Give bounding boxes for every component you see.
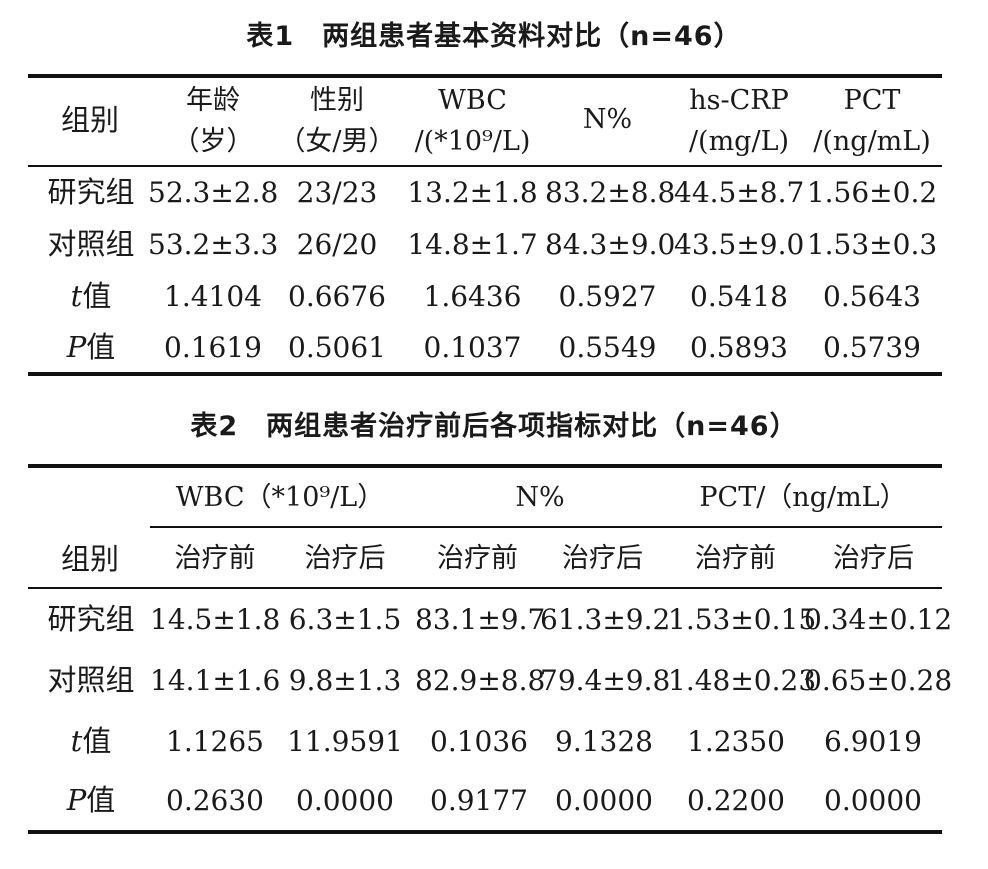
table2-header-after: 治疗后	[833, 543, 914, 574]
table2-cell: 0.2200	[687, 784, 785, 817]
table1-cell: 0.5418	[690, 280, 788, 313]
table1-cell: 83.2±8.8	[545, 176, 676, 209]
stat-suffix: 值	[86, 783, 116, 817]
table1-cell: 0.1037	[423, 331, 522, 364]
table1-cell: 0.5549	[558, 331, 657, 364]
table1-header-sex-line2: （女/男）	[278, 126, 396, 157]
table1-cell: 0.5061	[288, 331, 386, 364]
table1-cell: 0.6676	[288, 280, 386, 313]
table1-header-crp-line2: /(mg/L)	[688, 126, 790, 157]
table1-header-pct-line1: PCT	[843, 85, 901, 116]
table2-cell: 1.1265	[166, 725, 264, 758]
table1-row-label: 研究组	[47, 175, 135, 209]
table2-cell: 0.9177	[430, 784, 528, 817]
table2-header-before: 治疗前	[174, 543, 256, 574]
table2-cell: 9.8±1.3	[288, 664, 402, 697]
table1-row-label-p: P值	[36, 333, 146, 362]
table1-cell: 0.5643	[823, 280, 921, 313]
table2-cell: 14.5±1.8	[150, 603, 281, 636]
table2-header-before: 治疗前	[695, 543, 776, 574]
table1-cell: 84.3±9.0	[545, 228, 676, 261]
table2-header-group: 组别	[60, 542, 119, 576]
table2-cell: 1.2350	[687, 725, 785, 758]
table2-cell: 61.3±9.2	[540, 603, 671, 636]
table2-row-label: 研究组	[47, 602, 135, 636]
table1-cell: 13.2±1.8	[407, 176, 538, 209]
table1-header-crp-line1: hs-CRP	[689, 85, 789, 116]
table2-bottom-rule	[28, 830, 942, 834]
table1-top-rule	[28, 74, 942, 78]
table2-cell: 0.0000	[555, 784, 653, 817]
table1-cell: 0.5927	[558, 280, 657, 313]
table2-header-subrule	[150, 526, 942, 528]
table1-header-group: 组别	[60, 103, 119, 137]
table2-cell: 0.34±0.12	[804, 603, 953, 636]
table1-header-wbc-line1: WBC	[438, 85, 507, 116]
table1-cell: 43.5±9.0	[674, 228, 805, 261]
table2-cell: 0.65±0.28	[804, 664, 953, 697]
table1-cell: 0.5893	[690, 331, 788, 364]
stat-suffix: 值	[86, 330, 116, 364]
table1-cell: 1.6436	[423, 280, 522, 313]
table1-header-rule	[28, 165, 942, 167]
table2-cell: 6.3±1.5	[288, 603, 402, 636]
table1-cell: 52.3±2.8	[148, 176, 279, 209]
table2-title: 表2 两组患者治疗前后各项指标对比（n=46）	[190, 411, 798, 442]
table2-cell: 1.53±0.15	[668, 603, 817, 636]
table2-cell: 0.0000	[296, 784, 394, 817]
table2-row-label: 对照组	[47, 663, 135, 697]
table1-header-pct-line2: /(ng/mL)	[813, 126, 931, 157]
table2-cell: 0.0000	[824, 784, 922, 817]
table2-cell: 6.9019	[824, 725, 922, 758]
table1-header-sex-line1: 性别	[310, 85, 364, 116]
table2-row-label-p: P值	[36, 786, 146, 815]
table1-cell: 53.2±3.3	[148, 228, 279, 261]
table2-header-before: 治疗前	[437, 543, 518, 574]
table2-cell: 14.1±1.6	[150, 664, 281, 697]
stat-suffix: 值	[82, 724, 112, 758]
table1-header-age-line2: （岁）	[172, 126, 254, 157]
table2-cell: 0.1036	[430, 725, 528, 758]
table2-cell: 0.2630	[166, 784, 264, 817]
table1-cell: 1.53±0.3	[806, 228, 938, 261]
table2-cell: 79.4±9.8	[540, 664, 671, 697]
table2-cell: 1.48±0.23	[668, 664, 817, 697]
table2-header-rule	[28, 587, 942, 589]
stat-symbol: P	[66, 783, 87, 817]
table2-header-after: 治疗后	[562, 543, 643, 574]
stat-suffix: 值	[82, 279, 112, 313]
table1-row-label: 对照组	[47, 227, 135, 261]
table1-title: 表1 两组患者基本资料对比（n=46）	[246, 21, 742, 52]
table1-header-wbc-line2: /(*10⁹/L)	[414, 126, 531, 157]
table1-row-label-t: t值	[36, 282, 146, 311]
table1-cell: 14.8±1.7	[407, 228, 538, 261]
table2-cell: 11.9591	[287, 725, 403, 758]
table1-header-age-line1: 年龄	[186, 85, 240, 116]
table1-cell: 1.56±0.2	[806, 176, 938, 209]
table1-cell: 23/23	[296, 176, 378, 209]
table2-row-label-t: t值	[36, 727, 146, 756]
stat-symbol: t	[70, 279, 83, 313]
table2-header-after: 治疗后	[304, 543, 386, 574]
table1-bottom-rule	[28, 372, 942, 376]
table2-top-rule	[28, 464, 942, 468]
table1-header-n-percent: N%	[582, 104, 633, 135]
table2-header-wbc: WBC（*10⁹/L）	[175, 482, 385, 513]
table2-cell: 82.9±8.8	[415, 664, 546, 697]
stat-symbol: t	[70, 724, 83, 758]
table1-cell: 44.5±8.7	[674, 176, 805, 209]
table2-header-n-percent: N%	[515, 482, 565, 513]
table2-header-pct: PCT/（ng/mL）	[699, 482, 907, 513]
table2-cell: 9.1328	[555, 725, 653, 758]
table1-cell: 1.4104	[164, 280, 262, 313]
table1-cell: 26/20	[296, 228, 378, 261]
stat-symbol: P	[66, 330, 87, 364]
table2-cell: 83.1±9.7	[415, 603, 546, 636]
table1-cell: 0.1619	[164, 331, 262, 364]
table1-cell: 0.5739	[823, 331, 921, 364]
